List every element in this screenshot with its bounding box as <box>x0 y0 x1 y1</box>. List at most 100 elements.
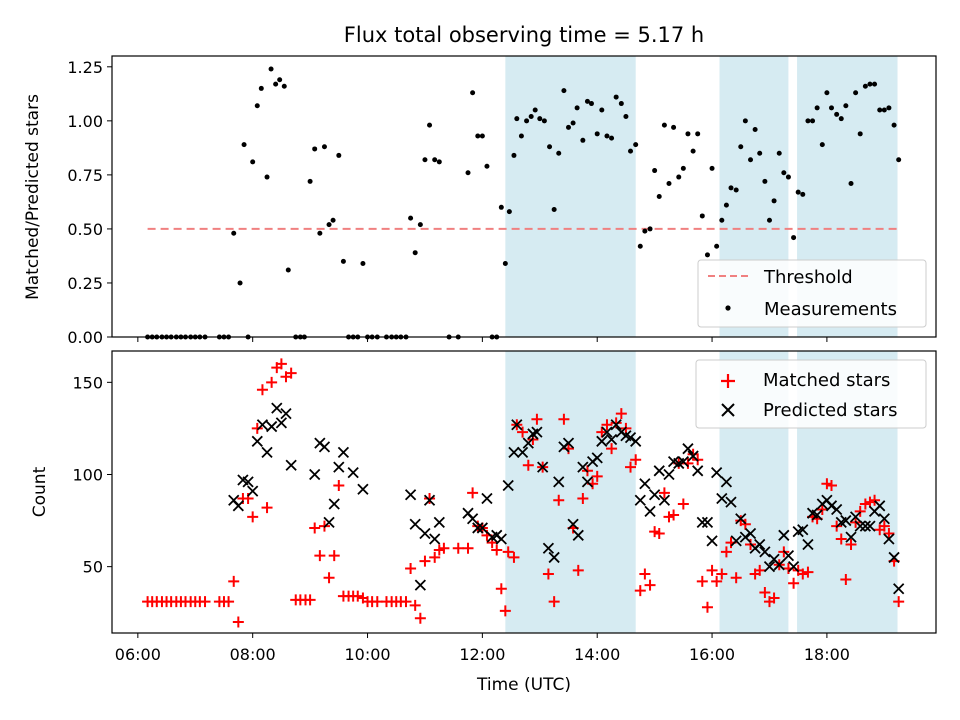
measurement-point <box>484 163 490 169</box>
measurement-point <box>872 81 878 87</box>
measurement-point <box>805 118 811 124</box>
chart-title: Flux total observing time = 5.17 h <box>344 23 704 47</box>
measurement-point <box>838 116 844 122</box>
bottom-y-axis-label: Count <box>30 466 50 517</box>
measurement-point <box>628 148 634 154</box>
measurement-point <box>709 165 715 171</box>
predicted-star-marker <box>720 476 733 488</box>
matched-star-marker <box>610 417 622 429</box>
matched-star-marker <box>424 492 436 504</box>
matched-star-marker <box>639 568 651 580</box>
predicted-star-marker <box>275 417 288 429</box>
measurement-point <box>528 114 534 120</box>
measurement-point <box>824 90 830 96</box>
measurement-point <box>843 103 849 109</box>
y-tick-label: 150 <box>72 373 103 392</box>
predicted-star-marker <box>605 433 618 446</box>
predicted-stars-points <box>228 402 905 595</box>
measurement-point <box>594 131 600 137</box>
measurement-point <box>432 157 438 163</box>
predicted-star-marker <box>265 420 278 433</box>
matched-star-marker <box>572 564 584 576</box>
predicted-star-marker <box>653 465 665 477</box>
matched-star-marker <box>730 572 742 584</box>
predicted-star-marker <box>859 520 872 532</box>
matched-star-marker <box>285 367 297 379</box>
count-panel: 50 100 150 06:00 08:00 10:00 12:00 14:00 16:00 1… <box>30 350 937 695</box>
predicted-star-marker <box>511 419 523 431</box>
measurement-point <box>785 174 791 180</box>
measurement-point <box>574 105 580 111</box>
measurement-point <box>570 120 576 126</box>
bottom-x-ticks: 06:00 08:00 10:00 12:00 14:00 16:00 18:00 <box>115 633 850 664</box>
measurement-point <box>277 77 283 83</box>
measurement-point <box>408 215 414 221</box>
matched-star-marker <box>802 566 814 578</box>
matched-star-marker <box>275 358 287 370</box>
matched-star-marker <box>328 550 340 562</box>
measurement-point <box>258 85 264 91</box>
measurement-point <box>671 124 677 130</box>
predicted-star-marker <box>735 513 747 525</box>
measurement-point <box>766 217 772 223</box>
measurement-point <box>891 122 897 128</box>
x-tick-label: 18:00 <box>804 645 850 664</box>
matched-stars-points <box>142 358 905 628</box>
predicted-star-marker <box>687 450 699 462</box>
top-y-axis-label: Matched/Predicted stars <box>23 94 43 300</box>
measurement-point <box>417 222 423 228</box>
predicted-star-marker <box>256 419 269 431</box>
y-tick-label: 0.25 <box>67 274 103 293</box>
predicted-star-marker <box>893 583 905 595</box>
measurement-point <box>264 174 270 180</box>
matched-star-marker <box>553 494 565 506</box>
predicted-star-marker <box>567 518 579 530</box>
matched-star-marker <box>596 426 608 438</box>
measurement-point <box>742 118 748 124</box>
predicted-star-marker <box>849 511 862 523</box>
measurement-point <box>828 105 834 111</box>
matched-star-marker <box>606 443 618 455</box>
predicted-star-marker <box>333 461 345 473</box>
matched-star-marker <box>716 568 728 580</box>
predicted-star-marker <box>481 492 493 505</box>
matched-star-marker <box>720 546 732 558</box>
matched-star-marker <box>462 542 474 554</box>
x-tick-label: 06:00 <box>115 645 161 664</box>
predicted-star-marker <box>508 446 520 459</box>
predicted-legend-label: Predicted stars <box>763 400 897 421</box>
measurement-point <box>877 107 883 113</box>
predicted-star-marker <box>864 520 876 532</box>
measurement-point <box>791 235 797 241</box>
matched-star-marker <box>558 413 570 425</box>
matched-star-marker <box>788 577 800 589</box>
predicted-legend-swatch <box>721 403 735 417</box>
matched-star-marker <box>625 461 637 473</box>
measurement-point <box>762 178 768 184</box>
measurement-point <box>307 178 313 184</box>
predicted-star-marker <box>739 531 751 543</box>
shaded-span <box>505 351 636 633</box>
matched-star-marker <box>429 551 441 563</box>
matched-star-marker <box>845 539 857 551</box>
matched-star-marker <box>630 454 642 466</box>
matched-star-marker <box>768 592 780 604</box>
matched-star-marker <box>687 448 699 460</box>
matched-star-marker <box>711 575 723 587</box>
measurement-point <box>556 150 562 156</box>
predicted-star-marker <box>802 538 814 551</box>
predicted-star-marker <box>537 461 549 473</box>
predicted-star-marker <box>831 503 843 516</box>
predicted-star-marker <box>577 461 589 473</box>
matched-star-marker <box>591 470 603 482</box>
matched-star-marker <box>414 612 426 624</box>
measurement-point <box>321 144 327 150</box>
predicted-star-marker <box>716 492 728 505</box>
measurement-point <box>475 133 481 139</box>
matched-star-marker <box>438 542 450 554</box>
matched-star-marker <box>223 596 235 608</box>
predicted-star-marker <box>759 546 771 558</box>
predicted-star-marker <box>763 561 776 573</box>
predicted-star-marker <box>429 533 441 545</box>
